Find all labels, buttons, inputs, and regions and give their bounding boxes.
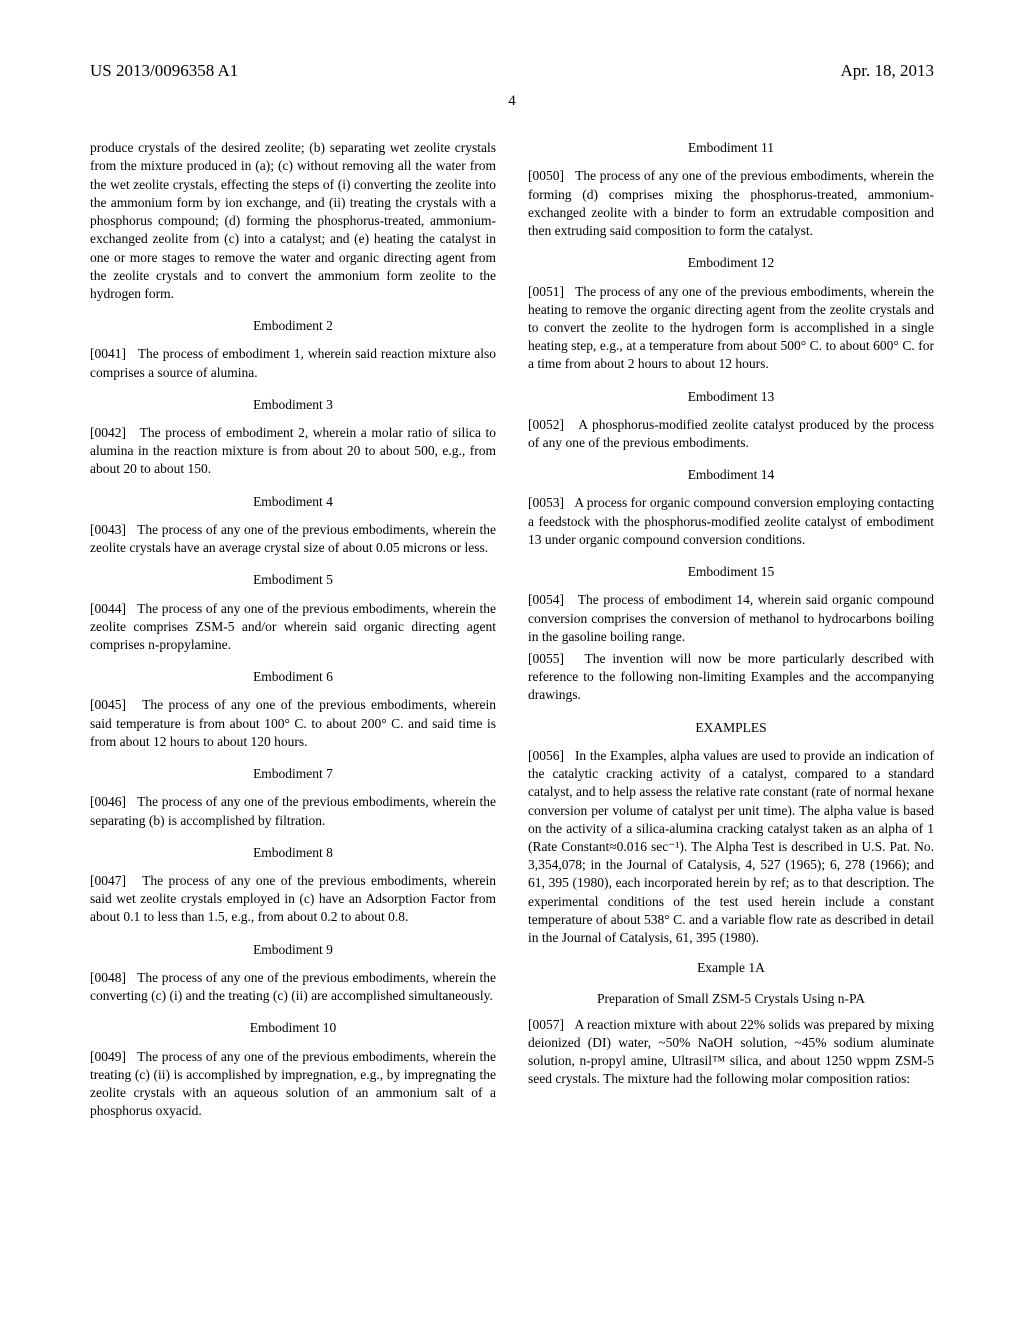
embodiment-para: [0042] The process of embodiment 2, wher… (90, 424, 496, 479)
example-para: [0057] A reaction mixture with about 22%… (528, 1016, 934, 1089)
doc-id: US 2013/0096358 A1 (90, 60, 238, 83)
examples-heading: EXAMPLES (528, 719, 934, 737)
para-number: [0047] (90, 873, 126, 888)
embodiment-para: [0045] The process of any one of the pre… (90, 696, 496, 751)
embodiment-heading: Embodiment 3 (90, 396, 496, 414)
para-text: The process of any one of the previous e… (528, 168, 934, 238)
para-number: [0054] (528, 592, 564, 607)
para-text: The process of any one of the previous e… (90, 697, 496, 748)
embodiment-heading: Embodiment 13 (528, 388, 934, 406)
body-columns: produce crystals of the desired zeolite;… (90, 139, 934, 1120)
para-number: [0049] (90, 1049, 126, 1064)
embodiment-heading: Embodiment 5 (90, 571, 496, 589)
embodiment-para: [0049] The process of any one of the pre… (90, 1048, 496, 1121)
embodiment-heading: Embodiment 14 (528, 466, 934, 484)
para-number: [0043] (90, 522, 126, 537)
para-number: [0041] (90, 346, 126, 361)
para-text: The process of any one of the previous e… (90, 1049, 496, 1119)
embodiment-para: [0051] The process of any one of the pre… (528, 283, 934, 374)
para-text: The invention will now be more particula… (528, 651, 934, 702)
examples-intro-para: [0056] In the Examples, alpha values are… (528, 747, 934, 947)
embodiment-heading: Embodiment 6 (90, 668, 496, 686)
embodiment-para: [0048] The process of any one of the pre… (90, 969, 496, 1005)
embodiment-heading: Embodiment 8 (90, 844, 496, 862)
embodiment-para: [0047] The process of any one of the pre… (90, 872, 496, 927)
para-number: [0045] (90, 697, 126, 712)
para-number: [0057] (528, 1017, 564, 1032)
para-text: The process of any one of the previous e… (90, 970, 496, 1003)
post-embodiments-para: [0055] The invention will now be more pa… (528, 650, 934, 705)
embodiment-para: [0043] The process of any one of the pre… (90, 521, 496, 557)
para-text: The process of any one of the previous e… (90, 601, 496, 652)
embodiment-heading: Embodiment 10 (90, 1019, 496, 1037)
para-text: The process of any one of the previous e… (528, 284, 934, 372)
para-number: [0052] (528, 417, 564, 432)
embodiment-para: [0041] The process of embodiment 1, wher… (90, 345, 496, 381)
continued-paragraph: produce crystals of the desired zeolite;… (90, 139, 496, 303)
embodiment-para: [0053] A process for organic compound co… (528, 494, 934, 549)
example-subtitle: Preparation of Small ZSM-5 Crystals Usin… (528, 990, 934, 1008)
example-label: Example 1A (528, 959, 934, 977)
embodiment-para: [0050] The process of any one of the pre… (528, 167, 934, 240)
embodiment-para: [0052] A phosphorus-modified zeolite cat… (528, 416, 934, 452)
para-text: The process of any one of the previous e… (90, 522, 496, 555)
embodiment-heading: Embodiment 4 (90, 493, 496, 511)
embodiment-heading: Embodiment 7 (90, 765, 496, 783)
para-number: [0044] (90, 601, 126, 616)
para-text: The process of embodiment 2, wherein a m… (90, 425, 496, 476)
embodiment-heading: Embodiment 15 (528, 563, 934, 581)
para-number: [0055] (528, 651, 564, 666)
para-text: A process for organic compound conversio… (528, 495, 934, 546)
embodiment-heading: Embodiment 2 (90, 317, 496, 335)
doc-date: Apr. 18, 2013 (841, 60, 935, 83)
para-text: The process of embodiment 1, wherein sai… (90, 346, 496, 379)
embodiment-para: [0054] The process of embodiment 14, whe… (528, 591, 934, 646)
para-text: The process of any one of the previous e… (90, 873, 496, 924)
para-text: In the Examples, alpha values are used t… (528, 748, 934, 945)
embodiment-para: [0044] The process of any one of the pre… (90, 600, 496, 655)
embodiment-heading: Embodiment 12 (528, 254, 934, 272)
embodiment-para: [0046] The process of any one of the pre… (90, 793, 496, 829)
para-text: A phosphorus-modified zeolite catalyst p… (528, 417, 934, 450)
page-number: 4 (90, 91, 934, 111)
para-number: [0048] (90, 970, 126, 985)
para-number: [0050] (528, 168, 564, 183)
embodiment-heading: Embodiment 9 (90, 941, 496, 959)
para-number: [0042] (90, 425, 126, 440)
para-number: [0046] (90, 794, 126, 809)
para-text: The process of embodiment 14, wherein sa… (528, 592, 934, 643)
para-number: [0053] (528, 495, 564, 510)
para-number: [0056] (528, 748, 564, 763)
para-text: The process of any one of the previous e… (90, 794, 496, 827)
embodiment-heading: Embodiment 11 (528, 139, 934, 157)
para-text: A reaction mixture with about 22% solids… (528, 1017, 934, 1087)
para-number: [0051] (528, 284, 564, 299)
